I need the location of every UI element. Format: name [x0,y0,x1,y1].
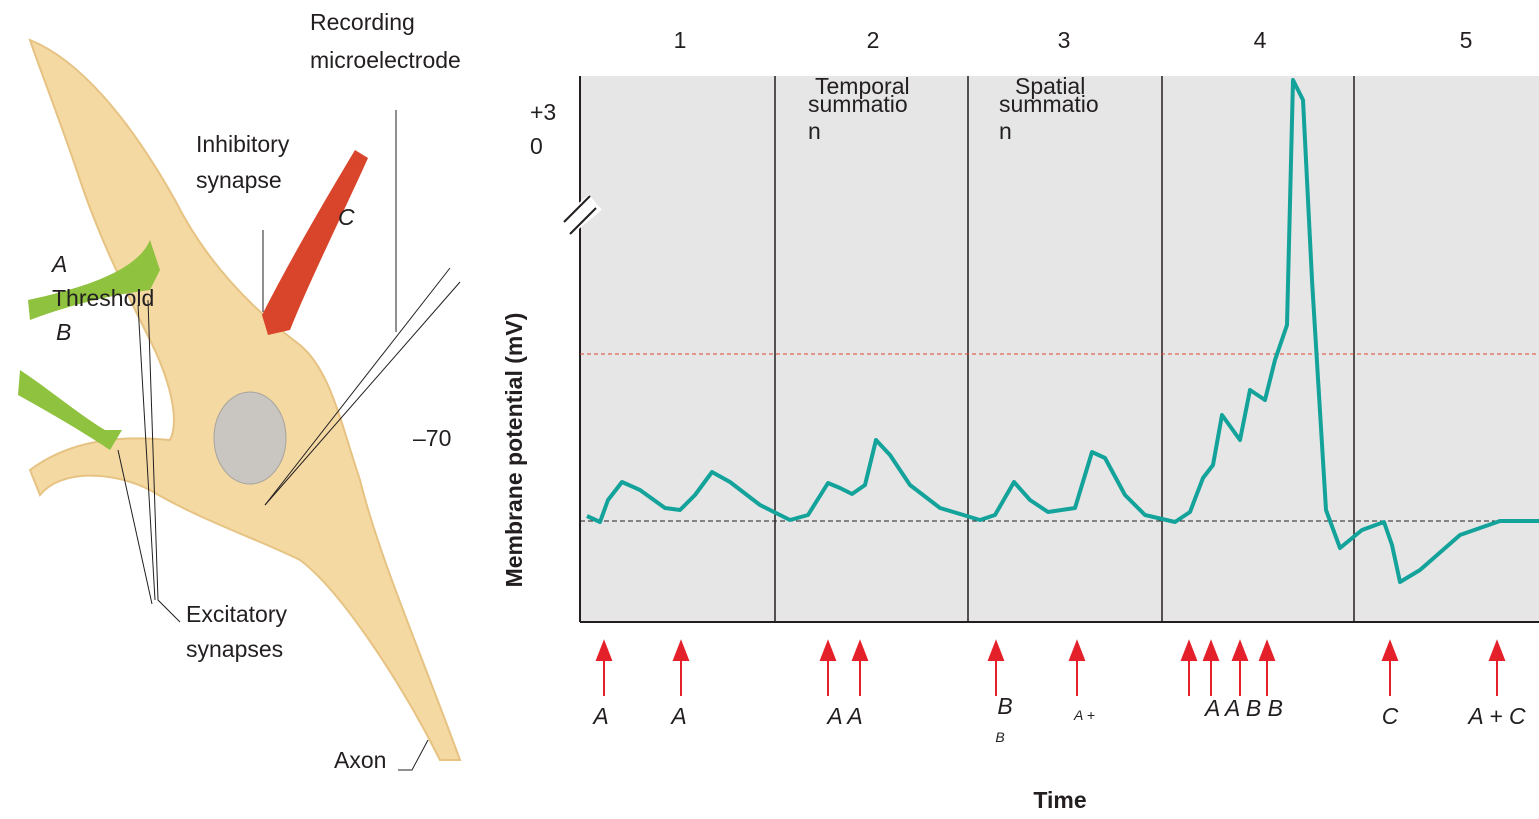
section-number: 4 [1254,27,1267,53]
section-title: n [999,118,1012,144]
section-number: 2 [867,27,880,53]
axis-break [558,194,602,236]
section-title: summatio [808,91,908,117]
stimulus-arrows [595,639,1506,696]
stimulus-label: A [669,703,686,729]
label: Threshold [52,285,154,311]
stimulus-label: A [591,703,608,729]
excitatory-synapse-b [18,370,122,450]
section-title: Spatial [1015,73,1085,99]
leader-line [117,449,153,605]
axis-break [563,195,591,223]
label: Axon [334,747,386,773]
potential-trace [586,78,1539,584]
stimulus-label: B [995,729,1004,745]
stimulus-label: B [997,693,1012,719]
nucleus [213,391,287,485]
electrode [264,267,451,506]
section-dividers [774,76,1355,622]
plot-area [580,76,1539,622]
label: synapse [196,167,282,193]
label: Excitatory [186,601,287,627]
label: –70 [413,425,451,451]
section-title: Temporal [815,73,910,99]
leader-line [147,299,181,623]
stimulus-label: A A [825,703,862,729]
axis-break [569,207,597,235]
stimulus-label: A A B B [1203,695,1283,721]
label: +3 [530,99,556,125]
excitatory-synapse-a [28,240,160,320]
label: 0 [530,133,543,159]
leader-line [137,304,156,601]
leader-line [398,739,429,771]
neuron-illustration [18,38,462,771]
section-title: summatio [999,91,1099,117]
section-number: 5 [1460,27,1473,53]
label: synapses [186,636,283,662]
label: Recording [310,9,415,35]
inhibitory-synapse [262,150,368,335]
label: B [56,319,71,345]
label: C [338,204,355,230]
section-number: 3 [1058,27,1071,53]
label: microelectrode [310,47,461,73]
y-axis-label: Membrane potential (mV) [501,313,527,588]
stimulus-label: A + [1073,707,1095,723]
electrode [264,281,461,506]
stimulus-label: A + C [1466,703,1526,729]
section-title: n [808,118,821,144]
x-axis-label: Time [1033,787,1086,813]
section-number: 1 [674,27,687,53]
stimulus-label: C [1382,703,1399,729]
label: Inhibitory [196,131,290,157]
label: A [50,251,67,277]
